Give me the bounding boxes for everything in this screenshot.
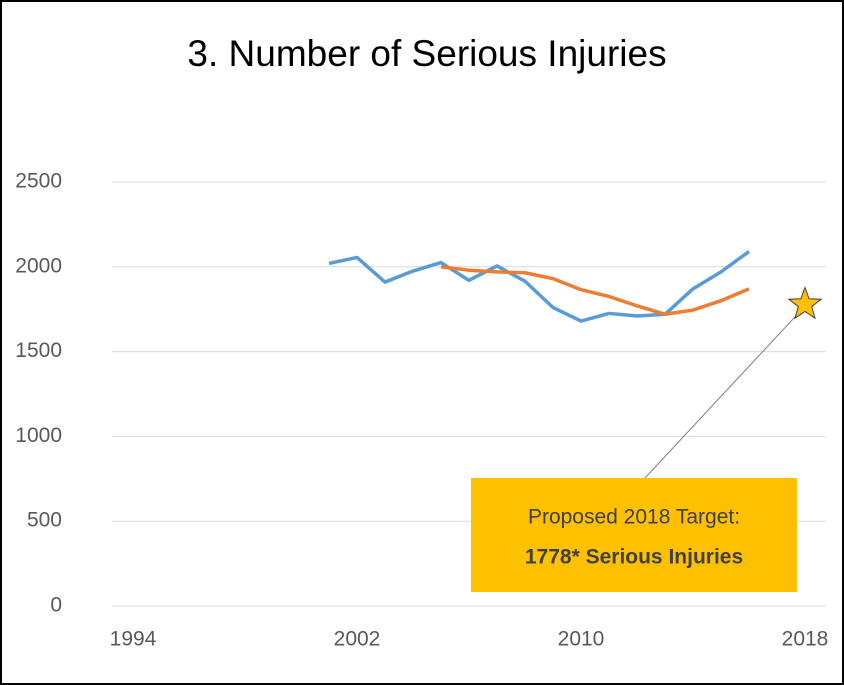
annotation-line: Proposed 2018 Target: (528, 506, 740, 529)
y-tick-label: 1500 (15, 339, 62, 362)
line-series (440, 265, 750, 317)
x-tick-label: 2010 (558, 628, 605, 651)
target-star (787, 286, 823, 320)
y-tick-label: 2500 (15, 170, 62, 193)
leader-line (644, 310, 802, 479)
line-series (328, 250, 751, 323)
annotation-box (471, 478, 797, 592)
y-tick-label: 2000 (15, 254, 62, 277)
x-tick-label: 2018 (782, 628, 829, 651)
x-tick-label: 2002 (334, 628, 381, 651)
y-tick-label: 0 (50, 594, 62, 617)
chart-title: 3. Number of Serious Injuries (187, 33, 666, 74)
x-tick-label: 1994 (110, 628, 157, 651)
y-tick-label: 500 (27, 509, 62, 532)
y-tick-label: 1000 (15, 424, 62, 447)
annotation-line: 1778* Serious Injuries (525, 546, 743, 569)
